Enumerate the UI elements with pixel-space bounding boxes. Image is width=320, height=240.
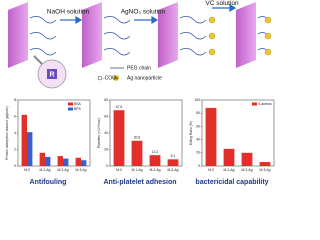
y-tick-label: 60 [104, 114, 108, 118]
legend-label: PEG chain [127, 65, 151, 71]
core [47, 69, 57, 79]
plot-frame [201, 99, 275, 167]
x-tick-label: M-2-Ag [149, 168, 160, 172]
step-label: VC solution [205, 0, 239, 7]
value-label: 13.1 [152, 150, 159, 154]
bar [205, 107, 217, 166]
y-tick-label: 40 [104, 131, 108, 135]
legend-dot [113, 75, 119, 81]
x-tick-label: M-2-Ag [241, 168, 252, 172]
y-tick-label: 6 [14, 114, 16, 118]
legend-label: -COO⁻ [103, 75, 119, 81]
x-tick-label: M-3-Ag [259, 168, 270, 172]
value-label: 30.6 [134, 136, 141, 140]
membrane [158, 2, 178, 68]
legend-label: Ag nanoparticle [127, 75, 162, 81]
x-tick-label: M-3-Ag [167, 168, 178, 172]
x-tick-label: M-1-Ag [39, 168, 50, 172]
y-axis-label: Protein adsorption amount (μg/cm²) [5, 106, 9, 159]
step-label: AgNO₃ solution [121, 9, 166, 16]
membrane [236, 2, 256, 68]
bar [21, 114, 27, 166]
bar [113, 110, 125, 166]
chart-caption: Anti-platelet adhesion [103, 179, 176, 186]
x-tick-label: M-0 [24, 168, 30, 172]
x-tick-label: M-1-Ag [131, 168, 142, 172]
step-label: NaOH solution [47, 9, 90, 16]
bar [167, 159, 179, 166]
y-axis-label: Killing Ratio (%) [189, 121, 193, 145]
chart-caption: bactericidal capability [195, 179, 268, 186]
y-tick-label: 20 [196, 151, 200, 155]
legend-label: BPS [74, 107, 82, 111]
bar [241, 152, 253, 166]
value-label: 8.1 [171, 154, 176, 158]
y-tick-label: 60 [196, 124, 200, 128]
y-tick-label: 0 [106, 164, 108, 168]
legend-label: S.aureus [258, 102, 272, 106]
graphical-abstract: NaOH solution AgNO₃ solution VC solution… [5, 0, 275, 186]
legend-swatch [68, 107, 73, 111]
bar [81, 160, 87, 166]
legend-label: BSA [74, 102, 82, 106]
bar [259, 162, 271, 166]
legend-swatch [252, 102, 257, 106]
bar [57, 156, 63, 166]
x-tick-label: M-2-Ag [57, 168, 68, 172]
bar [63, 158, 69, 166]
bar [131, 140, 143, 166]
value-label: 67.6 [116, 105, 123, 109]
y-tick-label: 40 [196, 137, 200, 141]
y-axis-label: Platelets (×10⁴/cm²) [97, 118, 101, 148]
chart-caption: Antifouling [30, 179, 67, 186]
magnifier-handle [33, 55, 43, 65]
y-tick-label: 8 [14, 98, 16, 102]
ag-tag: Ag [114, 76, 118, 80]
arrows [60, 3, 237, 25]
schematic: NaOH solution AgNO₃ solution VC solution… [8, 0, 272, 89]
core-tag: R [49, 71, 54, 78]
x-tick-label: M-0 [116, 168, 122, 172]
legend-dot [97, 75, 103, 81]
membrane [82, 2, 102, 68]
bar [223, 148, 235, 166]
y-tick-label: 80 [196, 111, 200, 115]
bar [27, 132, 33, 166]
peg-chains [29, 16, 269, 56]
membrane [8, 2, 28, 68]
y-tick-label: 2 [14, 147, 16, 151]
y-tick-label: 0 [14, 164, 16, 168]
x-tick-label: M-0 [208, 168, 214, 172]
x-tick-label: M-3-Ag [75, 168, 86, 172]
y-tick-label: 4 [14, 131, 16, 135]
bar [75, 157, 81, 166]
ag-particles [208, 16, 272, 56]
charts: 0 2 4 6 8 Protein adsorption amount (μg/cm²) A… [5, 98, 275, 186]
bar [45, 156, 51, 166]
y-tick-label: 80 [104, 98, 108, 102]
bar [39, 152, 45, 166]
x-tick-label: M-1-Ag [223, 168, 234, 172]
y-tick-label: 100 [194, 98, 200, 102]
y-tick-label: 20 [104, 147, 108, 151]
bar [149, 155, 161, 166]
legend-swatch [68, 102, 73, 106]
y-tick-label: 0 [198, 164, 200, 168]
